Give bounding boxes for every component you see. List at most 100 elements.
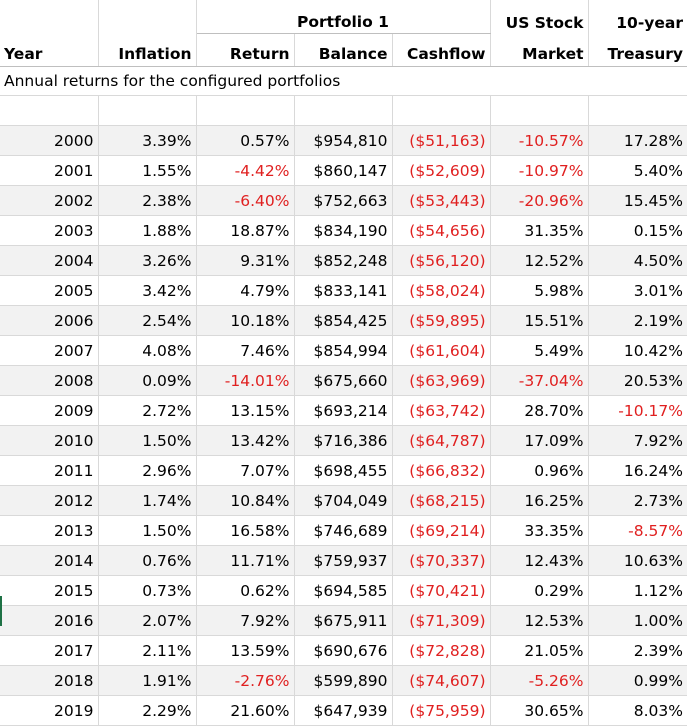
year-header[interactable]: Year	[0, 33, 99, 67]
cashflow-cell[interactable]: ($56,120)	[392, 245, 491, 276]
treasury-cell[interactable]: 2.19%	[588, 305, 687, 336]
balance-cell[interactable]: $599,890	[294, 665, 393, 696]
year-cell[interactable]: 2013	[0, 515, 99, 546]
year-cell[interactable]: 2007	[0, 335, 99, 366]
balance-cell[interactable]: $752,663	[294, 185, 393, 216]
us-stock-cell[interactable]: 15.51%	[490, 305, 589, 336]
cashflow-cell[interactable]: ($58,024)	[392, 275, 491, 306]
blank-cell[interactable]	[588, 95, 687, 126]
balance-header[interactable]: Balance	[294, 33, 393, 67]
inflation-cell[interactable]: 2.54%	[98, 305, 197, 336]
return-cell[interactable]: -4.42%	[196, 155, 295, 186]
return-cell[interactable]: -6.40%	[196, 185, 295, 216]
inflation-cell[interactable]: 3.26%	[98, 245, 197, 276]
treasury-cell[interactable]: 2.73%	[588, 485, 687, 516]
balance-cell[interactable]: $694,585	[294, 575, 393, 606]
treasury-header-line1[interactable]: 10-year	[616, 13, 683, 32]
year-cell[interactable]: 2017	[0, 635, 99, 666]
blank-cell[interactable]	[196, 95, 295, 126]
treasury-cell[interactable]: 2.39%	[588, 635, 687, 666]
inflation-cell[interactable]: 0.09%	[98, 365, 197, 396]
us-stock-cell[interactable]: -10.57%	[490, 125, 589, 156]
return-cell[interactable]: 0.57%	[196, 125, 295, 156]
inflation-cell[interactable]: 2.11%	[98, 635, 197, 666]
cashflow-header[interactable]: Cashflow	[392, 33, 491, 67]
treasury-cell[interactable]: 10.42%	[588, 335, 687, 366]
inflation-cell[interactable]: 1.88%	[98, 215, 197, 246]
balance-cell[interactable]: $693,214	[294, 395, 393, 426]
return-cell[interactable]: 13.59%	[196, 635, 295, 666]
table-subtitle[interactable]: Annual returns for the configured portfo…	[0, 66, 687, 96]
treasury-cell[interactable]: 7.92%	[588, 425, 687, 456]
inflation-cell[interactable]: 3.39%	[98, 125, 197, 156]
balance-cell[interactable]: $854,994	[294, 335, 393, 366]
year-cell[interactable]: 2019	[0, 695, 99, 726]
cashflow-cell[interactable]: ($54,656)	[392, 215, 491, 246]
cashflow-cell[interactable]: ($71,309)	[392, 605, 491, 636]
inflation-cell[interactable]: 1.74%	[98, 485, 197, 516]
treasury-cell[interactable]: 20.53%	[588, 365, 687, 396]
balance-cell[interactable]: $716,386	[294, 425, 393, 456]
year-cell[interactable]: 2009	[0, 395, 99, 426]
us-stock-header-line2[interactable]: Market	[490, 33, 589, 67]
balance-cell[interactable]: $954,810	[294, 125, 393, 156]
us-stock-cell[interactable]: 31.35%	[490, 215, 589, 246]
balance-cell[interactable]: $833,141	[294, 275, 393, 306]
us-stock-cell[interactable]: 12.43%	[490, 545, 589, 576]
us-stock-cell[interactable]: -10.97%	[490, 155, 589, 186]
treasury-cell[interactable]: 0.15%	[588, 215, 687, 246]
blank-cell[interactable]	[392, 95, 491, 126]
return-cell[interactable]: 7.92%	[196, 605, 295, 636]
balance-cell[interactable]: $675,660	[294, 365, 393, 396]
inflation-cell[interactable]: 0.73%	[98, 575, 197, 606]
us-stock-cell[interactable]: 0.96%	[490, 455, 589, 486]
year-cell[interactable]: 2001	[0, 155, 99, 186]
return-cell[interactable]: 7.46%	[196, 335, 295, 366]
inflation-cell[interactable]: 2.29%	[98, 695, 197, 726]
return-cell[interactable]: -2.76%	[196, 665, 295, 696]
return-cell[interactable]: 18.87%	[196, 215, 295, 246]
inflation-cell[interactable]: 2.72%	[98, 395, 197, 426]
treasury-cell[interactable]: 1.00%	[588, 605, 687, 636]
balance-cell[interactable]: $852,248	[294, 245, 393, 276]
inflation-cell[interactable]: 1.50%	[98, 425, 197, 456]
year-cell[interactable]: 2008	[0, 365, 99, 396]
treasury-cell[interactable]: 10.63%	[588, 545, 687, 576]
us-stock-cell[interactable]: -5.26%	[490, 665, 589, 696]
us-stock-cell[interactable]: 28.70%	[490, 395, 589, 426]
treasury-cell[interactable]: 15.45%	[588, 185, 687, 216]
inflation-cell[interactable]: 1.55%	[98, 155, 197, 186]
us-stock-cell[interactable]: 16.25%	[490, 485, 589, 516]
return-cell[interactable]: 10.84%	[196, 485, 295, 516]
return-cell[interactable]: 4.79%	[196, 275, 295, 306]
treasury-cell[interactable]: 5.40%	[588, 155, 687, 186]
treasury-cell[interactable]: 0.99%	[588, 665, 687, 696]
balance-cell[interactable]: $675,911	[294, 605, 393, 636]
cashflow-cell[interactable]: ($70,421)	[392, 575, 491, 606]
year-cell[interactable]: 2005	[0, 275, 99, 306]
year-cell[interactable]: 2018	[0, 665, 99, 696]
us-stock-cell[interactable]: -20.96%	[490, 185, 589, 216]
inflation-header[interactable]: Inflation	[98, 33, 197, 67]
balance-cell[interactable]: $704,049	[294, 485, 393, 516]
year-cell[interactable]: 2014	[0, 545, 99, 576]
us-stock-cell[interactable]: 5.49%	[490, 335, 589, 366]
year-cell[interactable]: 2000	[0, 125, 99, 156]
balance-cell[interactable]: $647,939	[294, 695, 393, 726]
us-stock-header-line1[interactable]: US Stock	[490, 0, 589, 34]
cashflow-cell[interactable]: ($75,959)	[392, 695, 491, 726]
balance-cell[interactable]: $860,147	[294, 155, 393, 186]
cashflow-cell[interactable]: ($53,443)	[392, 185, 491, 216]
return-cell[interactable]: 0.62%	[196, 575, 295, 606]
treasury-cell[interactable]: 1.12%	[588, 575, 687, 606]
cashflow-cell[interactable]: ($72,828)	[392, 635, 491, 666]
return-cell[interactable]: 11.71%	[196, 545, 295, 576]
return-cell[interactable]: 7.07%	[196, 455, 295, 486]
inflation-cell[interactable]: 4.08%	[98, 335, 197, 366]
year-cell[interactable]: 2015	[0, 575, 99, 606]
cashflow-cell[interactable]: ($63,969)	[392, 365, 491, 396]
cashflow-cell[interactable]: ($51,163)	[392, 125, 491, 156]
us-stock-cell[interactable]: 0.29%	[490, 575, 589, 606]
cashflow-cell[interactable]: ($59,895)	[392, 305, 491, 336]
inflation-cell[interactable]: 2.96%	[98, 455, 197, 486]
